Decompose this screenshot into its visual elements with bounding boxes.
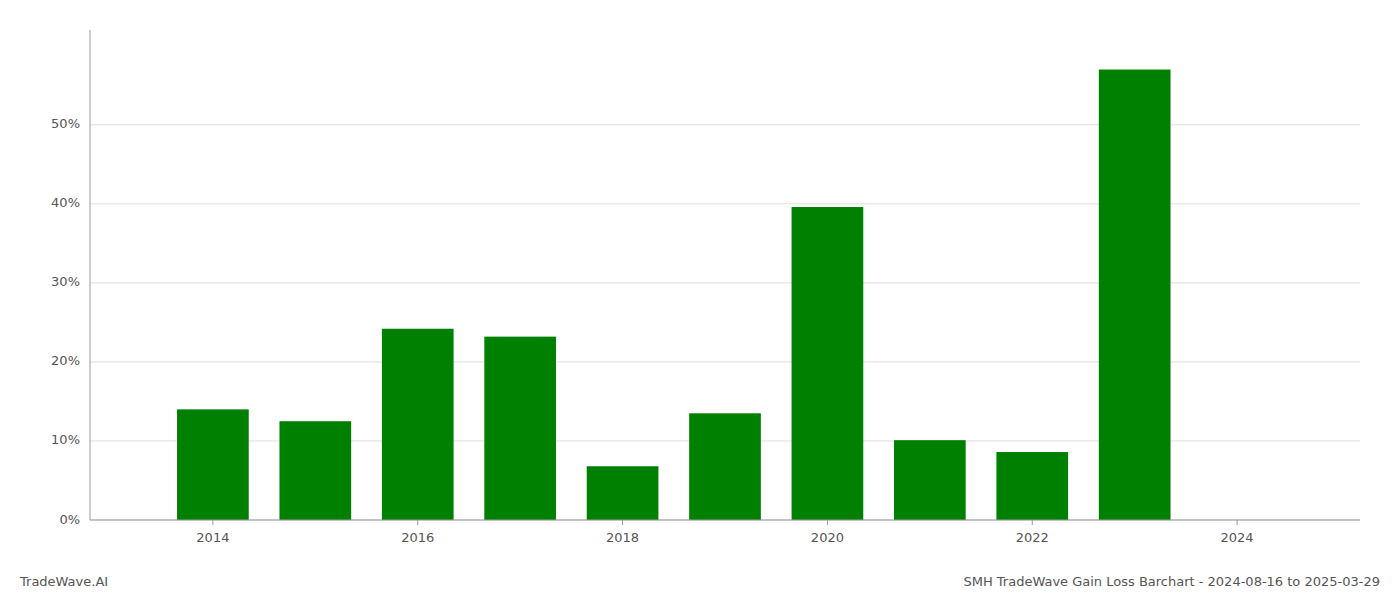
bar: [1099, 70, 1171, 520]
y-tick-label: 0%: [59, 512, 80, 527]
bar: [279, 421, 351, 520]
y-axis-line: [90, 30, 91, 520]
chart-container: 0% 10% 20% 30% 40% 50% 2014 2016 2018 2020 2022 202…: [0, 0, 1400, 600]
bar: [587, 466, 659, 520]
bar: [177, 409, 249, 520]
bar: [996, 452, 1068, 520]
x-tick: [827, 520, 828, 525]
x-tick-label: 2018: [606, 530, 639, 545]
watermark: TradeWave.AI: [19, 574, 108, 589]
chart-svg: 0% 10% 20% 30% 40% 50% 2014 2016 2018 2020 2022 202…: [0, 0, 1400, 600]
x-tick: [212, 520, 213, 525]
y-tick-label: 20%: [51, 353, 80, 368]
bar: [894, 440, 966, 520]
y-tick-label: 40%: [51, 195, 80, 210]
bar: [484, 337, 556, 520]
grid-line: [90, 520, 1360, 521]
x-axis-line: [90, 520, 1360, 521]
x-tick-label: 2016: [401, 530, 434, 545]
x-tick: [1237, 520, 1238, 525]
bar: [382, 329, 454, 520]
x-tick-label: 2022: [1016, 530, 1049, 545]
x-tick-label: 2024: [1221, 530, 1254, 545]
x-tick-label: 2014: [196, 530, 229, 545]
x-tick: [622, 520, 623, 525]
y-tick-label: 50%: [51, 116, 80, 131]
bar: [689, 413, 761, 520]
y-tick-label: 30%: [51, 274, 80, 289]
bar: [792, 207, 864, 520]
x-tick-label: 2020: [811, 530, 844, 545]
bars: [177, 70, 1170, 520]
x-tick: [417, 520, 418, 525]
y-tick-label: 10%: [51, 432, 80, 447]
title: SMH TradeWave Gain Loss Barchart - 2024-…: [963, 574, 1380, 589]
x-tick: [1032, 520, 1033, 525]
